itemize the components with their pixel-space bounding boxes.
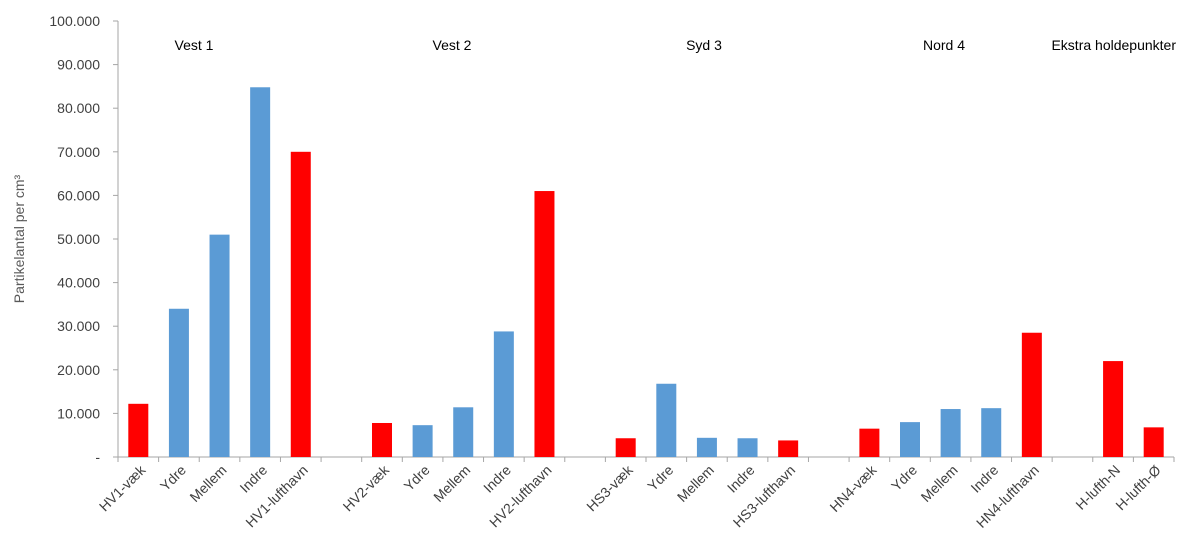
group-labels: Vest 1 Vest 2 Syd 3 Nord 4 Ekstra holdepunkt…	[175, 37, 1177, 53]
bar	[250, 87, 271, 457]
group-label: Vest 2	[433, 37, 472, 53]
category-label: HN4-væk	[826, 461, 880, 515]
category-label: HV2-væk	[340, 461, 393, 514]
group-label: Ekstra holdepunkter	[1051, 37, 1176, 53]
bar	[128, 403, 149, 457]
category-label: Indre	[967, 462, 1001, 496]
y-tick-label: 60.000	[57, 187, 100, 203]
bar	[981, 408, 1002, 457]
x-axis	[117, 456, 1175, 462]
category-label: Ydre	[401, 462, 433, 494]
category-label: HS3-væk	[583, 461, 636, 514]
group-label: Nord 4	[923, 37, 965, 53]
bar	[372, 422, 392, 457]
bar	[534, 191, 555, 458]
bar	[696, 437, 717, 457]
bar	[1103, 361, 1124, 457]
category-label: Mellem	[674, 462, 717, 505]
bar	[615, 438, 636, 457]
y-tick-label: 40.000	[57, 275, 100, 291]
y-tick-label: 70.000	[57, 144, 100, 160]
category-label: Mellem	[430, 462, 473, 505]
bar	[493, 331, 514, 457]
category-label: Mellem	[918, 462, 961, 505]
y-axis-title: Partikelantal per cm³	[11, 174, 27, 303]
group-label: Vest 1	[175, 37, 214, 53]
y-tick-label: -	[95, 449, 100, 465]
y-tick-label: 10.000	[57, 405, 100, 421]
bar	[859, 428, 880, 457]
bar	[290, 151, 311, 458]
y-tick-label: 80.000	[57, 100, 100, 116]
y-axis: - 10.000 20.000 30.000 40.000 50.000 60.000 70.…	[49, 13, 119, 465]
bar	[209, 234, 230, 457]
bar	[1143, 427, 1164, 457]
y-tick-label: 90.000	[57, 57, 100, 73]
y-tick-label: 100.000	[49, 13, 100, 29]
category-label: Ydre	[644, 462, 676, 494]
bar	[453, 407, 474, 457]
bar	[737, 438, 758, 457]
bar	[778, 440, 799, 457]
bar	[1021, 332, 1042, 457]
bar	[900, 422, 920, 457]
bar	[940, 409, 961, 457]
bar	[412, 425, 433, 457]
category-label: Ydre	[157, 462, 189, 494]
category-label: Indre	[236, 462, 270, 496]
group-label: Syd 3	[686, 37, 722, 53]
bar	[656, 383, 677, 457]
category-label: Mellem	[186, 462, 229, 505]
category-label: HV1-væk	[96, 461, 149, 514]
category-label: H-lufth-Ø	[1112, 462, 1164, 514]
category-label: Ydre	[888, 462, 920, 494]
y-tick-label: 20.000	[57, 362, 100, 378]
y-tick-label: 50.000	[57, 231, 100, 247]
y-tick-label: 30.000	[57, 318, 100, 334]
bars	[128, 87, 1164, 458]
category-label: Indre	[480, 462, 514, 496]
category-label: Indre	[724, 462, 758, 496]
bar	[168, 308, 189, 457]
